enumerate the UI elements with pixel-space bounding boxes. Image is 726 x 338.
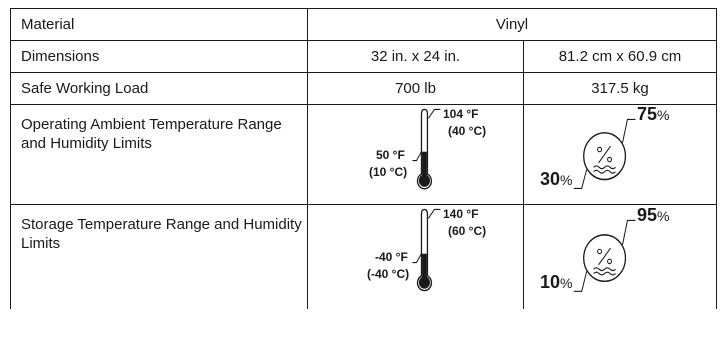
operating-temperature-cell: 104 °F (40 °C) 50 °F (10 °C) bbox=[307, 104, 524, 205]
row-label: Safe Working Load bbox=[10, 72, 308, 105]
humidity-low: 10% bbox=[540, 272, 573, 292]
table-row: Dimensions 32 in. x 24 in. 81.2 cm x 60.… bbox=[10, 40, 717, 73]
temp-high-c: (60 °C) bbox=[448, 224, 487, 238]
operating-humidity-cell: 75% 30% bbox=[523, 104, 717, 205]
temp-low-c: (10 °C) bbox=[369, 165, 408, 179]
table-row: Safe Working Load 700 lb 317.5 kg bbox=[10, 72, 717, 105]
temp-high-c: (40 °C) bbox=[448, 124, 487, 138]
table-row: Material Vinyl bbox=[10, 8, 717, 41]
temp-low-c: (-40 °C) bbox=[367, 267, 410, 281]
temp-high-f: 140 °F bbox=[443, 207, 479, 221]
humidity-high: 75% bbox=[637, 104, 670, 124]
specifications-table: Material Vinyl Dimensions 32 in. x 24 in… bbox=[10, 8, 717, 309]
row-label: Storage Temperature Range and Humidity L… bbox=[10, 204, 308, 309]
load-imperial: 700 lb bbox=[307, 72, 524, 105]
humidity-icon bbox=[573, 118, 636, 189]
row-label: Material bbox=[10, 8, 308, 41]
load-metric: 317.5 kg bbox=[523, 72, 717, 105]
temp-high-f: 104 °F bbox=[443, 107, 479, 121]
humidity-high: 95% bbox=[637, 205, 670, 225]
storage-humidity-cell: 95% 10% bbox=[523, 204, 717, 309]
table-row: Storage Temperature Range and Humidity L… bbox=[10, 204, 717, 309]
temp-low-f: -40 °F bbox=[375, 250, 408, 264]
humidity-icon bbox=[573, 219, 636, 292]
humidity-low: 30% bbox=[540, 169, 573, 189]
material-value: Vinyl bbox=[307, 8, 717, 41]
row-label: Operating Ambient Temperature Range and … bbox=[10, 104, 308, 205]
table-row: Operating Ambient Temperature Range and … bbox=[10, 104, 717, 205]
dimensions-metric: 81.2 cm x 60.9 cm bbox=[523, 40, 717, 73]
dimensions-imperial: 32 in. x 24 in. bbox=[307, 40, 524, 73]
temp-low-f: 50 °F bbox=[376, 148, 405, 162]
thermometer-icon bbox=[412, 208, 441, 292]
row-label: Dimensions bbox=[10, 40, 308, 73]
thermometer-icon bbox=[412, 108, 441, 190]
storage-temperature-cell: 140 °F (60 °C) -40 °F (-40 °C) bbox=[307, 204, 524, 309]
